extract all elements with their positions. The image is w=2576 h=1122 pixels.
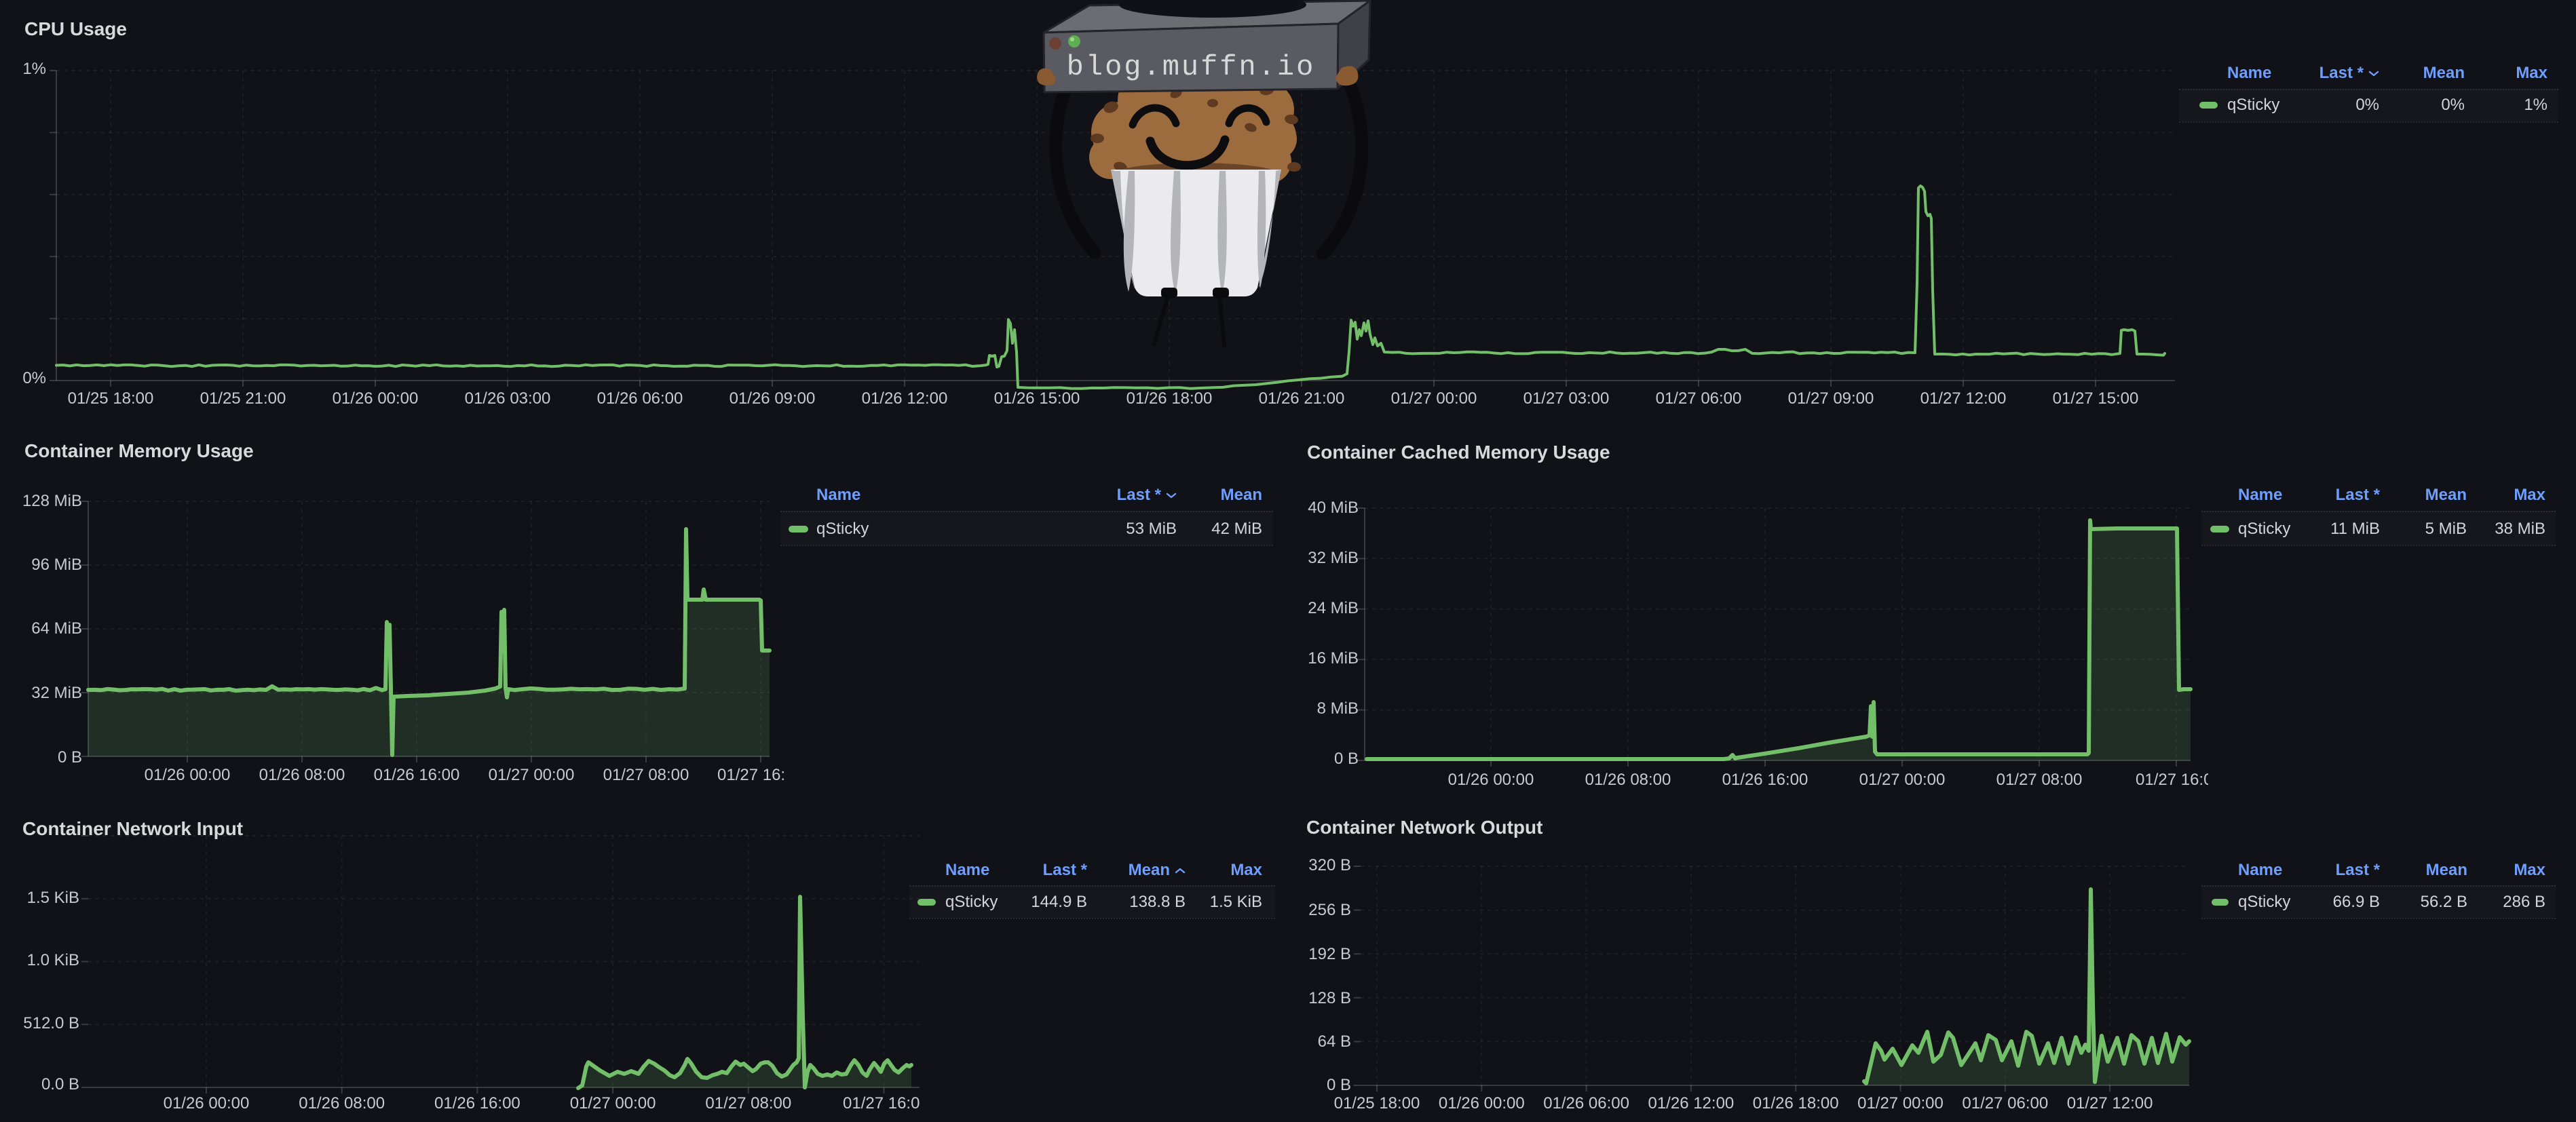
svg-text:blog.muffn.io: blog.muffn.io	[1067, 51, 1316, 83]
